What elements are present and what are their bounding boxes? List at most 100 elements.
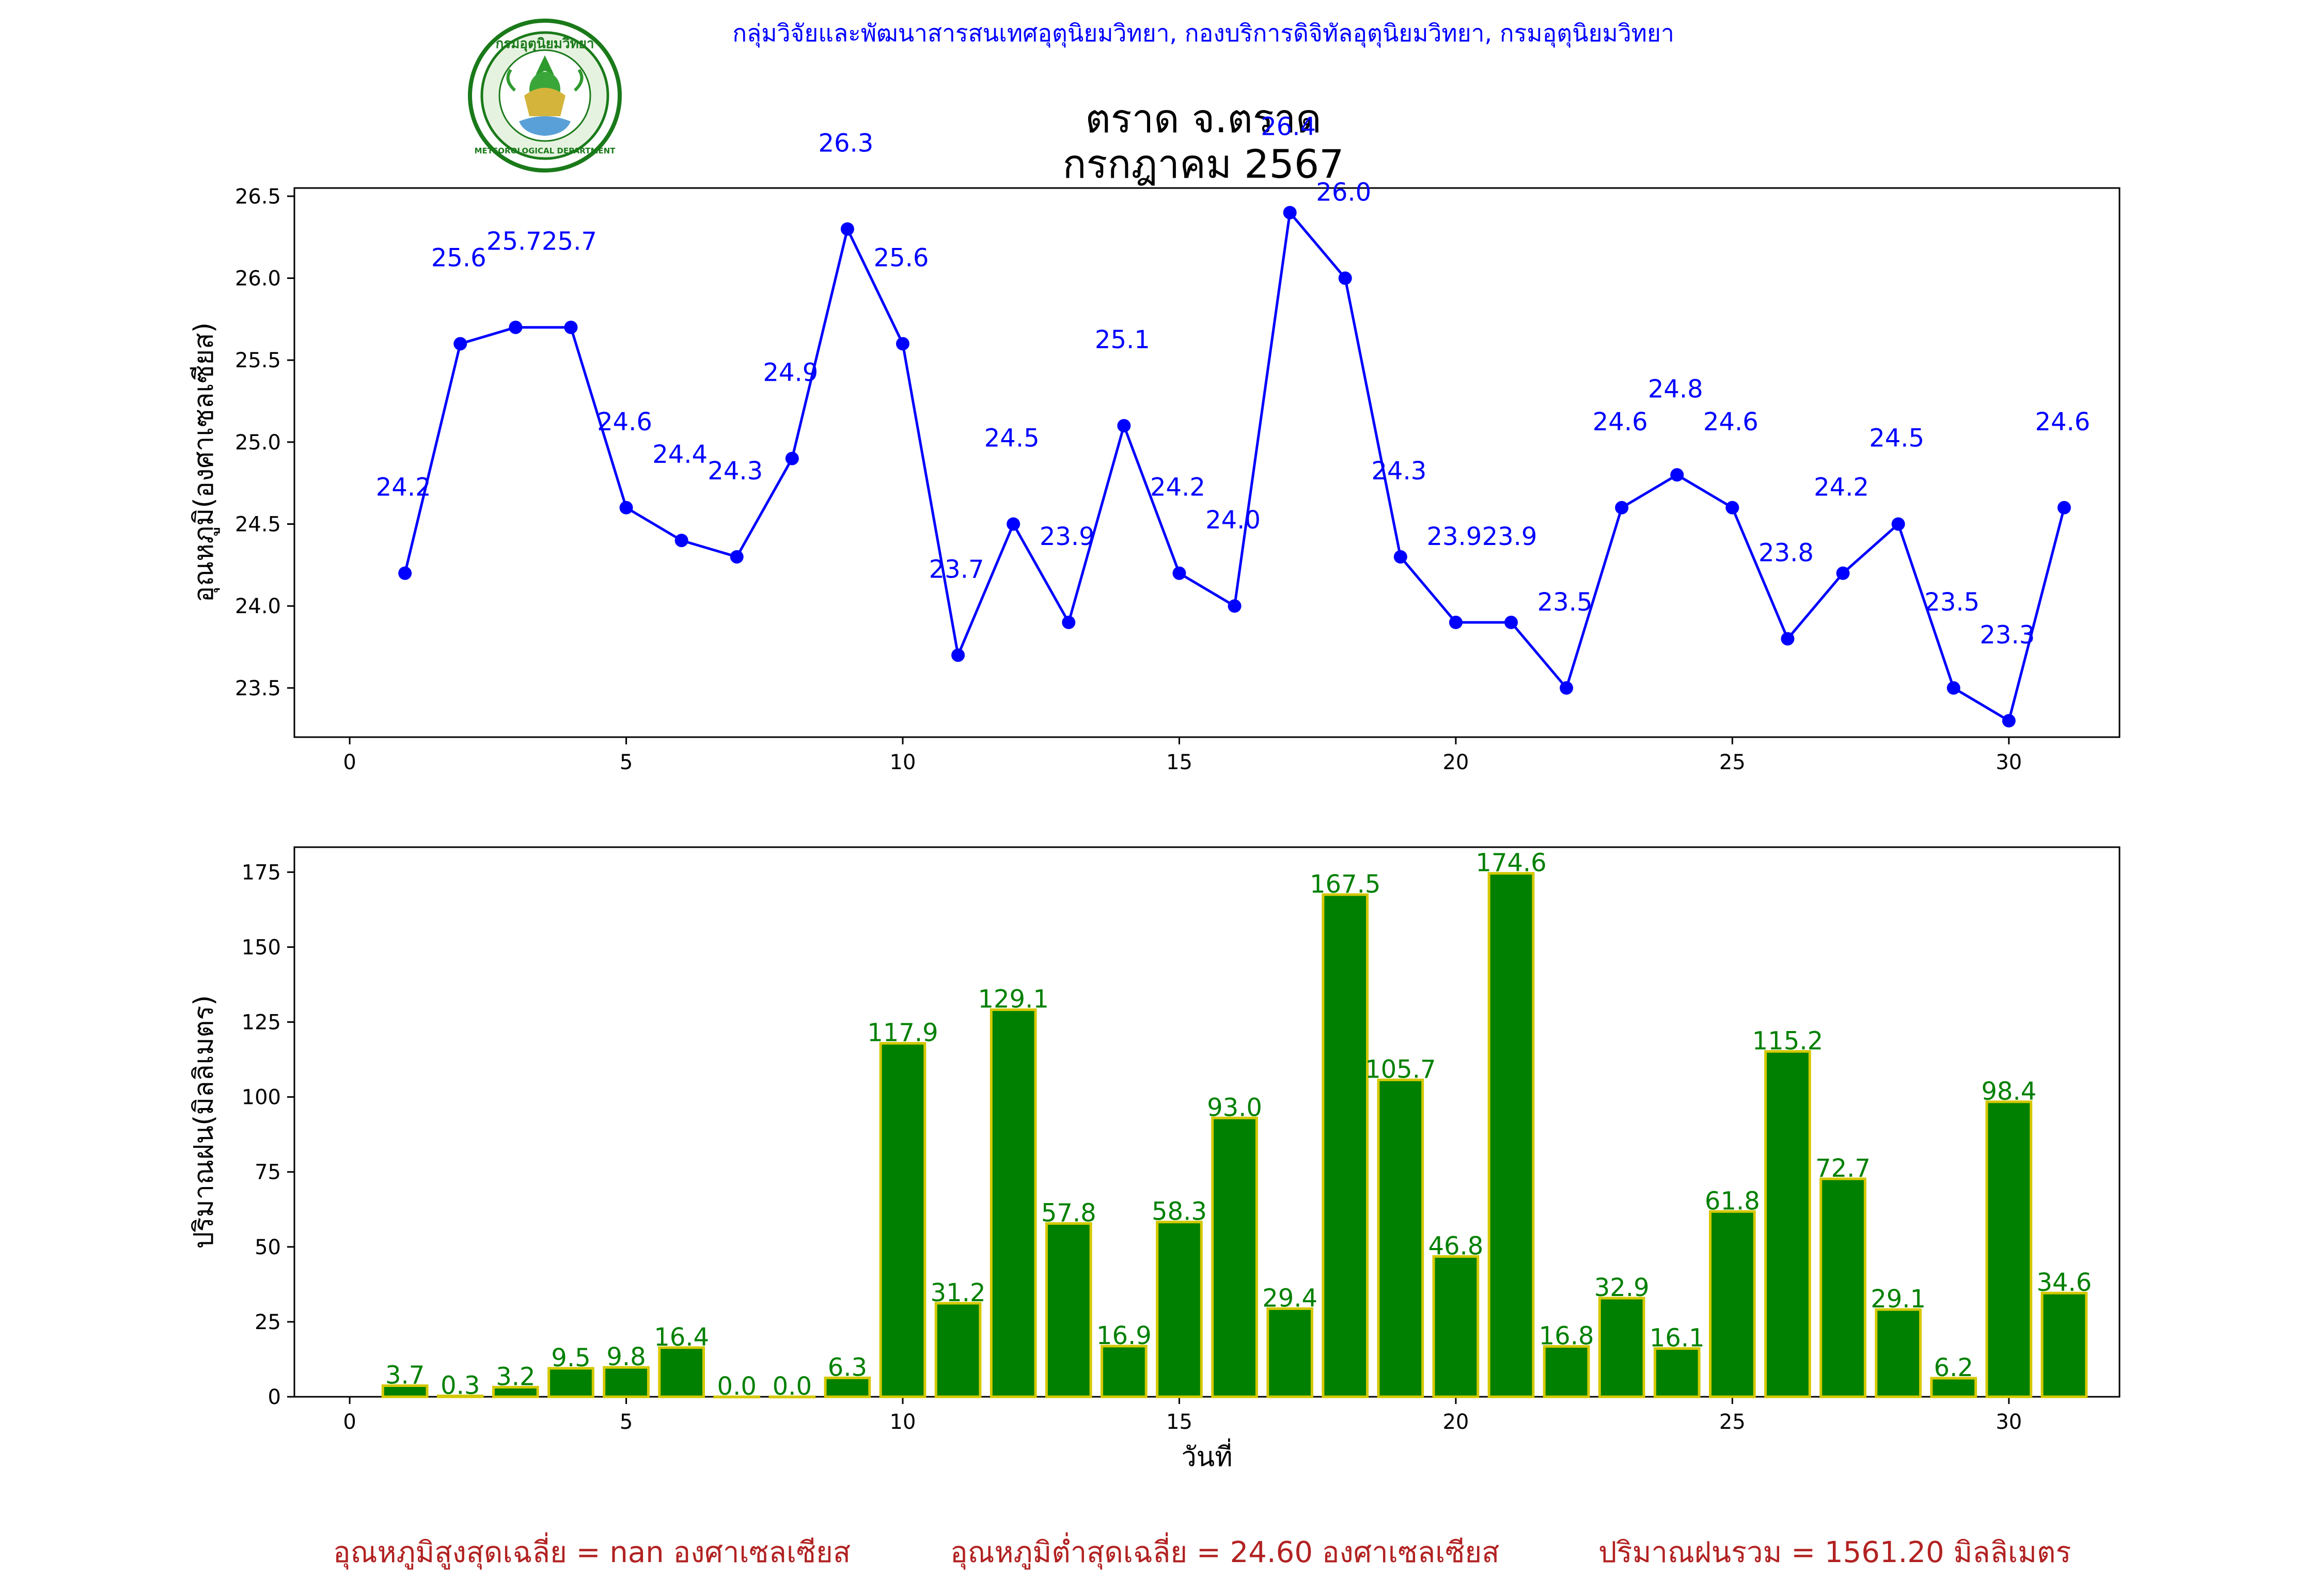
rainfall-bar [1045,1222,1092,1398]
temperature-data-label: 24.6 [2035,408,2090,436]
rainfall-y-tick-label: 175 [242,861,281,884]
temperature-data-label: 24.2 [376,473,431,502]
temperature-y-tick-label: 26.0 [235,267,281,291]
temperature-data-label: 25.7 [486,227,542,256]
rainfall-x-tick-label: 5 [620,1410,633,1434]
rainfall-bar [1487,872,1535,1398]
temperature-data-label: 23.9 [1482,522,1537,551]
rainfall-bar [658,1346,705,1398]
temperature-x-tick-label: 20 [1442,751,1469,774]
temperature-point [509,320,523,334]
temperature-x-tick-label: 30 [1996,751,2022,774]
rainfall-data-label: 9.8 [606,1343,646,1371]
temperature-x-tick-label: 15 [1166,751,1192,774]
rainfall-bar [934,1302,982,1398]
rainfall-bar [990,1008,1037,1398]
temperature-point [730,550,744,564]
rainfall-y-tick-label: 100 [242,1086,281,1110]
rainfall-data-label: 117.9 [867,1019,938,1048]
rainfall-data-label: 58.3 [1152,1197,1207,1226]
x-axis-label: วันที่ [1181,1438,1232,1473]
rainfall-x-tick-label: 30 [1996,1410,2022,1434]
rainfall-data-label: 16.9 [1096,1321,1152,1350]
temperature-point [1283,206,1297,220]
rainfall-y-tick-label: 0 [268,1385,281,1409]
rainfall-y-tick-label: 125 [242,1011,281,1035]
temperature-data-label: 24.0 [1205,506,1261,535]
rainfall-bar [1211,1116,1258,1398]
rainfall-data-label: 6.3 [828,1353,867,1382]
rainfall-bar [1598,1297,1645,1398]
rainfall-data-label: 34.6 [2036,1268,2092,1297]
temperature-point [1781,632,1795,646]
temperature-data-label: 24.5 [1869,424,1924,453]
temperature-x-tick-label: 10 [890,751,916,774]
temperature-point [1449,615,1463,629]
temperature-y-tick-label: 24.0 [235,595,281,618]
rainfall-y-axis-label: ปริมาณฝน(มิลลิเมตร) [189,995,219,1249]
rainfall-data-label: 174.6 [1475,849,1546,878]
rainfall-bar [1709,1210,1756,1398]
rainfall-x-tick-label: 10 [890,1410,916,1434]
temperature-point [896,337,909,351]
rainfall-bar [1543,1345,1590,1398]
temperature-data-label: 24.2 [1150,473,1205,502]
rainfall-data-label: 0.3 [441,1371,480,1400]
seal-text-top: กรมอุตุนิยมวิทยา [495,36,594,52]
rainfall-data-label: 31.2 [931,1278,986,1307]
rainfall-y-tick-label: 150 [242,935,281,959]
rainfall-x-tick-label: 25 [1719,1410,1746,1434]
rainfall-y-tick-label: 75 [255,1161,281,1184]
meteorological-department-seal-icon: กรมอุตุนิยมวิทยา METEOROLOGICAL DEPARTME… [468,19,622,173]
temperature-point [1615,501,1629,514]
temperature-point [785,451,799,465]
temperature-point [398,566,412,580]
temperature-y-tick-label: 26.5 [235,185,281,209]
rainfall-bar [1764,1050,1811,1398]
temperature-data-label: 24.6 [597,408,652,436]
temperature-data-label: 24.3 [708,457,763,486]
temperature-data-label: 24.6 [1703,408,1758,436]
rainfall-bar [436,1394,484,1398]
temperature-point [674,534,688,548]
rainfall-data-label: 115.2 [1752,1026,1823,1055]
temperature-data-label: 25.7 [542,227,597,256]
temperature-data-label: 23.5 [1924,588,1980,617]
temperature-data-label: 26.4 [1261,113,1316,142]
rainfall-bar [547,1367,594,1398]
rainfall-x-tick-label: 0 [343,1410,356,1434]
temperature-data-label: 23.7 [929,555,984,584]
temperature-y-tick-label: 24.5 [235,512,281,536]
temperature-point [1560,681,1574,695]
temperature-data-label: 23.5 [1537,588,1593,617]
temperature-point [1725,501,1739,514]
temperature-y-tick-label: 23.5 [235,677,281,700]
temperature-point [951,648,965,662]
temperature-data-label: 23.8 [1758,539,1814,568]
temperature-point [1836,566,1850,580]
temperature-x-tick-label: 5 [620,751,633,774]
rainfall-data-label: 3.2 [496,1362,535,1391]
temperature-point [1117,419,1131,433]
rainfall-data-label: 46.8 [1428,1231,1483,1260]
footer-avg-max: อุณหภูมิสูงสุดเฉลี่ย = nan องศาเซลเซียส [333,1536,851,1569]
temperature-x-tick-label: 0 [343,751,356,774]
rainfall-data-label: 32.9 [1594,1273,1650,1302]
temperature-y-tick-label: 25.5 [235,349,281,372]
rainfall-data-label: 29.4 [1262,1284,1317,1313]
temperature-point [1504,615,1518,629]
rainfall-bar [492,1385,539,1398]
temperature-point [1338,271,1352,285]
temperature-point [1891,517,1905,531]
temperature-data-label: 24.2 [1814,473,1869,502]
temperature-y-tick-label: 25.0 [235,431,281,455]
temperature-data-label: 23.3 [1980,620,2035,649]
temperature-data-label: 24.5 [984,424,1040,453]
seal-text-bottom: METEOROLOGICAL DEPARTMENT [475,146,616,155]
rainfall-y-tick-label: 25 [255,1311,281,1334]
rainfall-bar [1266,1307,1313,1398]
rainfall-bar [824,1376,871,1398]
temperature-point [1670,468,1684,482]
